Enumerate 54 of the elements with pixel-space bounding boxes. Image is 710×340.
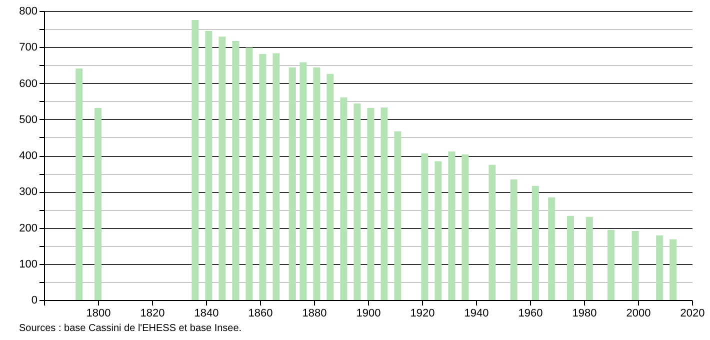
y-tick-label: 800 xyxy=(19,6,38,18)
bar xyxy=(300,62,307,300)
y-tick-label: 300 xyxy=(19,186,38,198)
bar xyxy=(632,231,639,300)
x-tick-label: 1900 xyxy=(356,308,381,320)
y-tick-label: 100 xyxy=(19,258,38,270)
bar xyxy=(567,216,574,300)
x-tick-label: 1860 xyxy=(248,308,273,320)
bar xyxy=(313,67,320,300)
x-tick-label: 1840 xyxy=(194,308,219,320)
x-tick-label: 1880 xyxy=(302,308,327,320)
bar xyxy=(232,40,240,300)
x-tick-label: 2000 xyxy=(626,308,651,320)
x-tick-label: 1940 xyxy=(464,308,489,320)
bar xyxy=(656,235,664,300)
bar xyxy=(76,68,83,300)
x-tick-label: 1800 xyxy=(86,308,111,320)
bar xyxy=(548,197,556,300)
bar xyxy=(586,216,593,300)
bar xyxy=(608,230,614,300)
bar xyxy=(488,164,496,300)
y-tick-label: 700 xyxy=(19,42,38,54)
x-tick-label: 1820 xyxy=(140,308,165,320)
y-tick-label: 0 xyxy=(31,294,38,306)
y-tick-label: 200 xyxy=(19,222,38,234)
bar xyxy=(218,36,226,300)
source-note: Sources : base Cassini de l'EHESS et base Insee. xyxy=(19,323,242,334)
bar xyxy=(367,108,374,300)
bar xyxy=(462,154,469,300)
bar xyxy=(421,153,428,300)
bar xyxy=(670,239,677,300)
bar xyxy=(259,54,266,300)
bar xyxy=(434,161,442,300)
bar xyxy=(288,67,296,300)
x-tick-label: 1960 xyxy=(518,308,543,320)
bar xyxy=(205,30,212,300)
bar xyxy=(380,107,388,300)
bar xyxy=(448,152,456,300)
bar xyxy=(340,97,348,300)
x-tick-label: 1980 xyxy=(572,308,597,320)
x-tick-label: 2020 xyxy=(680,308,705,320)
bar xyxy=(246,47,253,300)
bar xyxy=(94,108,102,300)
bar xyxy=(532,186,539,300)
y-tick-label: 600 xyxy=(19,78,38,90)
bar xyxy=(272,53,280,300)
bar xyxy=(510,179,518,300)
y-tick-label: 400 xyxy=(19,150,38,162)
bar xyxy=(394,131,402,300)
x-tick-label: 1920 xyxy=(410,308,435,320)
bar xyxy=(354,103,361,300)
bar xyxy=(192,20,199,300)
bar xyxy=(326,74,334,300)
y-tick-label: 500 xyxy=(19,114,38,126)
